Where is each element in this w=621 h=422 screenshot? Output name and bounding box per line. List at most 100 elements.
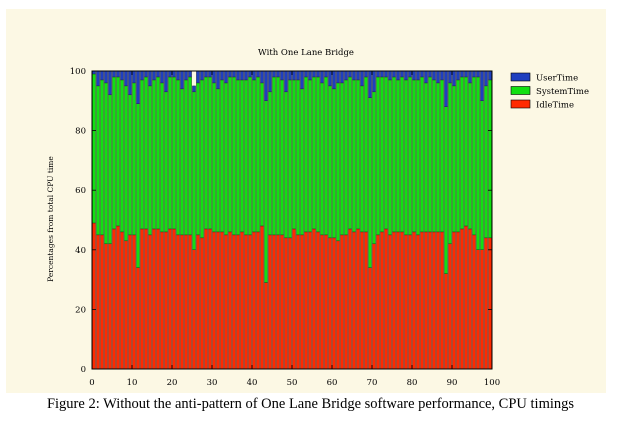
bar-usertime-69: [368, 70, 372, 98]
bar-usertime-53: [304, 70, 308, 78]
bar-idletime-13: [144, 228, 148, 370]
bar-usertime-15: [152, 70, 156, 81]
bar-systemtime-3: [104, 82, 108, 245]
bar-systemtime-97: [480, 100, 484, 250]
bar-usertime-41: [256, 70, 260, 78]
bar-systemtime-60: [332, 88, 336, 239]
y-tick-label: 40: [75, 246, 86, 256]
bar-idletime-86: [436, 231, 440, 370]
bar-usertime-99: [488, 70, 492, 81]
x-tick-label: 10: [127, 378, 138, 388]
bar-systemtime-68: [364, 76, 368, 233]
bar-systemtime-19: [168, 76, 172, 230]
bar-idletime-27: [200, 237, 204, 370]
bar-usertime-40: [252, 70, 256, 81]
bar-systemtime-42: [260, 82, 264, 227]
bar-systemtime-58: [324, 76, 328, 236]
bar-systemtime-20: [172, 76, 176, 230]
bar-idletime-88: [444, 273, 448, 370]
bar-systemtime-46: [276, 76, 280, 236]
bar-systemtime-52: [300, 88, 304, 236]
bar-usertime-36: [236, 70, 240, 81]
bar-systemtime-86: [436, 82, 440, 233]
bar-usertime-38: [244, 70, 248, 81]
bar-usertime-85: [432, 70, 436, 81]
bar-usertime-82: [420, 70, 424, 78]
bar-systemtime-1: [96, 85, 100, 236]
bar-idletime-36: [236, 234, 240, 370]
bar-usertime-49: [288, 70, 292, 81]
bar-systemtime-93: [464, 76, 468, 227]
bar-usertime-45: [272, 70, 276, 78]
bar-idletime-83: [424, 231, 428, 370]
bar-idletime-59: [328, 237, 332, 370]
y-tick-label: 80: [75, 127, 86, 137]
bar-systemtime-16: [156, 76, 160, 230]
bar-idletime-84: [428, 231, 432, 370]
bar-systemtime-43: [264, 100, 268, 283]
bar-usertime-9: [128, 70, 132, 96]
bar-usertime-52: [300, 70, 304, 90]
bar-systemtime-15: [152, 79, 156, 230]
bar-usertime-65: [352, 70, 356, 81]
bar-usertime-66: [356, 70, 360, 81]
bar-systemtime-74: [388, 79, 392, 236]
x-tick-label: 80: [407, 378, 418, 388]
bar-usertime-89: [448, 70, 452, 84]
bar-usertime-58: [324, 70, 328, 78]
bar-usertime-2: [100, 70, 104, 81]
bar-idletime-14: [148, 234, 152, 370]
x-tick-label: 70: [367, 378, 378, 388]
bar-systemtime-91: [456, 79, 460, 233]
bar-idletime-25: [192, 249, 196, 370]
bar-systemtime-57: [320, 82, 324, 236]
bar-usertime-72: [380, 70, 384, 78]
bar-idletime-12: [140, 228, 144, 370]
bar-systemtime-36: [236, 79, 240, 236]
bar-systemtime-51: [296, 79, 300, 236]
bar-systemtime-44: [268, 91, 272, 236]
bar-usertime-79: [408, 70, 412, 78]
bar-idletime-22: [180, 234, 184, 370]
bars-layer: [92, 70, 492, 370]
bar-idletime-72: [380, 231, 384, 370]
legend-swatch-systemtime: [510, 86, 531, 95]
bar-systemtime-77: [400, 76, 404, 233]
bar-usertime-23: [184, 70, 188, 81]
figure-caption: Figure 2: Without the anti-pattern of On…: [46, 396, 575, 412]
bar-usertime-71: [376, 70, 380, 78]
bar-idletime-93: [464, 225, 468, 370]
bar-idletime-89: [448, 243, 452, 370]
bar-usertime-62: [340, 70, 344, 84]
bar-usertime-93: [464, 70, 468, 78]
x-tick-label: 0: [89, 378, 94, 388]
bar-idletime-51: [296, 234, 300, 370]
bar-usertime-35: [232, 70, 236, 78]
bar-systemtime-82: [420, 76, 424, 233]
x-tick-label: 20: [167, 378, 178, 388]
bar-idletime-77: [400, 231, 404, 370]
y-tick-label: 20: [75, 305, 86, 315]
bar-idletime-1: [96, 234, 100, 370]
bar-systemtime-18: [164, 91, 168, 233]
bar-idletime-47: [280, 234, 284, 370]
bar-systemtime-26: [196, 82, 200, 236]
bar-idletime-42: [260, 225, 264, 370]
bar-systemtime-59: [328, 85, 332, 239]
bar-systemtime-23: [184, 79, 188, 236]
bar-usertime-46: [276, 70, 280, 78]
bar-idletime-46: [276, 234, 280, 370]
bar-usertime-6: [116, 70, 120, 78]
bar-idletime-99: [488, 237, 492, 370]
bar-systemtime-38: [244, 79, 248, 236]
bar-systemtime-73: [384, 76, 388, 230]
y-axis: 0 20 40 60 80 100: [70, 67, 492, 375]
bar-idletime-87: [440, 231, 444, 370]
bar-systemtime-30: [212, 82, 216, 233]
plot-frame: [91, 70, 493, 370]
legend-label-usertime: UserTime: [536, 74, 578, 84]
bar-systemtime-28: [204, 76, 208, 230]
bar-systemtime-40: [252, 79, 256, 233]
bar-usertime-21: [176, 70, 180, 81]
bar-systemtime-85: [432, 79, 436, 233]
